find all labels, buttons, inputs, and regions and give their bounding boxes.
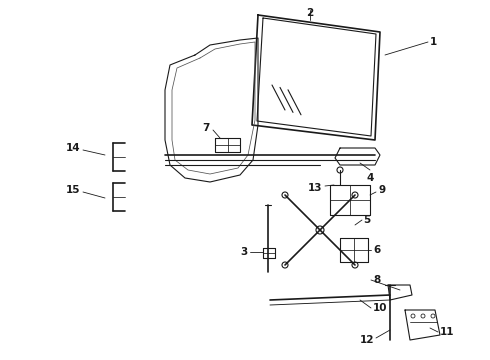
Text: 12: 12 xyxy=(360,335,374,345)
Text: 13: 13 xyxy=(308,183,322,193)
Text: 8: 8 xyxy=(373,275,380,285)
Text: 14: 14 xyxy=(65,143,80,153)
Text: 11: 11 xyxy=(440,327,455,337)
Text: 3: 3 xyxy=(241,247,248,257)
Text: 10: 10 xyxy=(373,303,388,313)
Text: 6: 6 xyxy=(373,245,380,255)
Text: 4: 4 xyxy=(367,173,374,183)
Text: 7: 7 xyxy=(203,123,210,133)
Text: 1: 1 xyxy=(430,37,437,47)
Text: 9: 9 xyxy=(378,185,385,195)
Text: 5: 5 xyxy=(363,215,370,225)
Text: 15: 15 xyxy=(66,185,80,195)
Text: 2: 2 xyxy=(306,8,314,18)
